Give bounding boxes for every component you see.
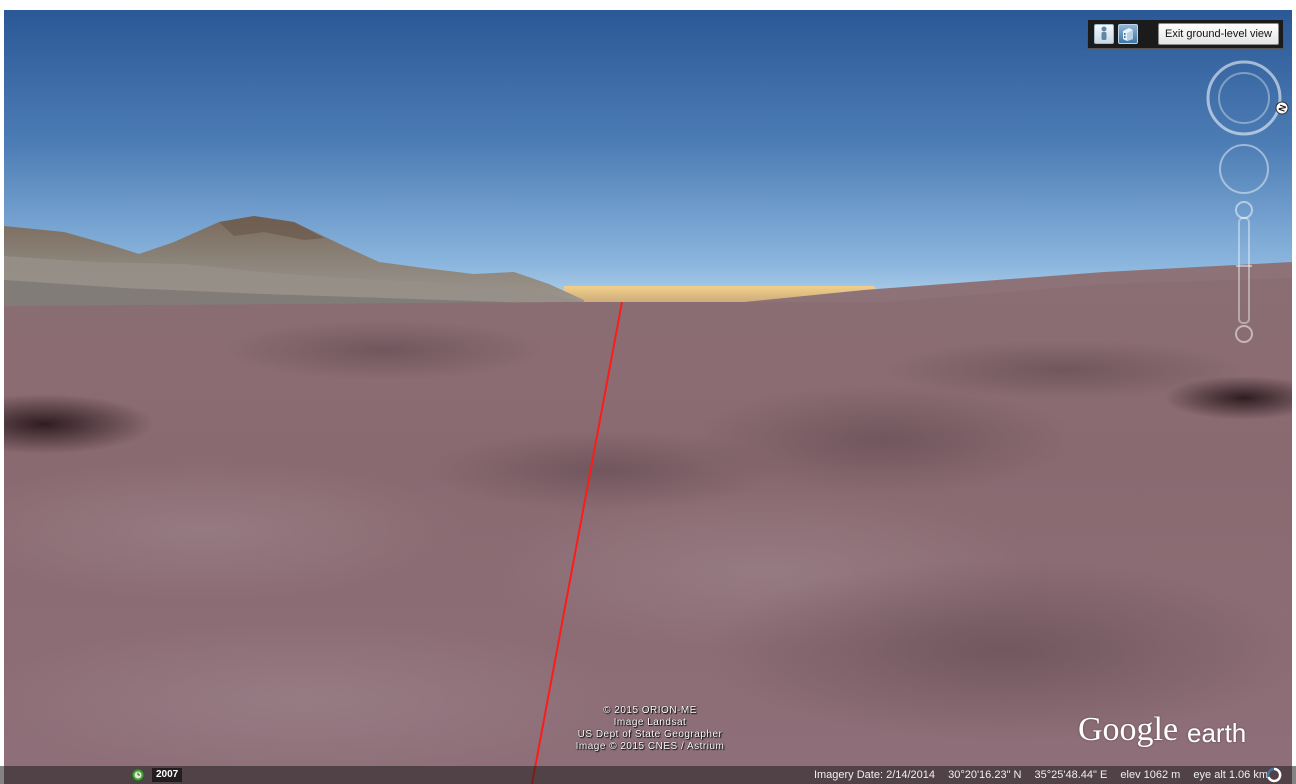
imagery-date: Imagery Date: 2/14/2014 xyxy=(813,769,936,781)
historical-imagery-clock-icon[interactable] xyxy=(131,768,145,782)
zoom-slider-icon[interactable] xyxy=(1235,201,1253,343)
streaming-progress-icon xyxy=(1266,767,1282,783)
north-indicator-icon[interactable]: N xyxy=(1275,101,1289,115)
look-joystick-icon[interactable] xyxy=(1206,60,1282,136)
attribution-line: US Dept of State Geographer xyxy=(577,729,723,740)
historical-imagery-year[interactable]: 2007 xyxy=(152,768,183,782)
ground-level-controls: Exit ground-level view xyxy=(1087,19,1284,49)
ground-level-scene[interactable] xyxy=(4,10,1292,784)
move-joystick-icon[interactable] xyxy=(1219,144,1269,194)
logo-earth-text: earth xyxy=(1187,718,1247,748)
imagery-attribution: © 2015 ORION-ME Image Landsat US Dept of… xyxy=(540,705,760,753)
attribution-line: © 2015 ORION-ME xyxy=(603,705,697,716)
building-icon[interactable] xyxy=(1118,24,1138,44)
status-readout: Imagery Date: 2/14/2014 30°20'16.23" N 3… xyxy=(804,766,1268,784)
logo-google-text: Google xyxy=(1078,711,1179,748)
elevation-readout: elev 1062 m xyxy=(1120,769,1181,781)
longitude-readout: 35°25'48.44" E xyxy=(1034,769,1108,781)
exit-ground-level-view-button[interactable]: Exit ground-level view xyxy=(1158,23,1279,45)
status-bar: 2007 Imagery Date: 2/14/2014 30°20'16.23… xyxy=(0,766,1296,784)
north-label: N xyxy=(1277,103,1289,113)
attribution-line: Image Landsat xyxy=(613,717,687,728)
eye-altitude-readout: eye alt 1.06 km xyxy=(1193,769,1268,781)
google-earth-logo: Google earth xyxy=(1078,710,1288,754)
person-icon[interactable] xyxy=(1094,24,1114,44)
navigation-controls: N xyxy=(1206,56,1290,356)
latitude-readout: 30°20'16.23" N xyxy=(948,769,1022,781)
attribution-line: Image © 2015 CNES / Astrium xyxy=(575,741,725,752)
